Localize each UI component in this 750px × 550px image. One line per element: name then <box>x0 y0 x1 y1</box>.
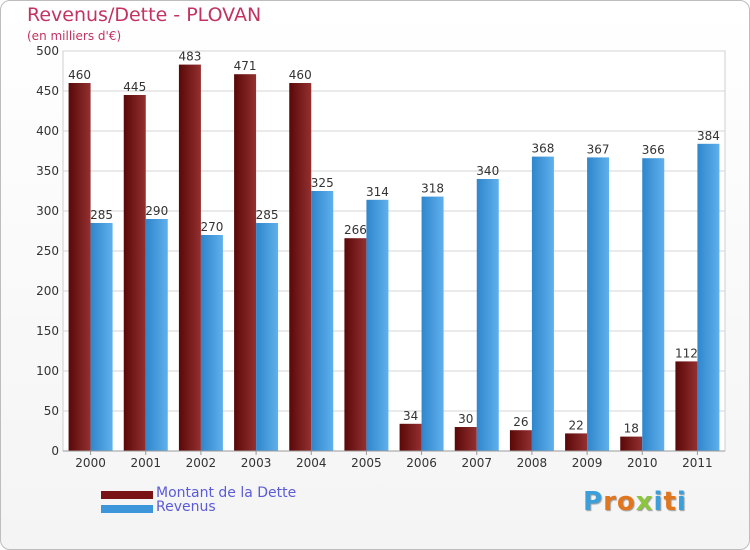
data-label-dette: 22 <box>568 418 583 432</box>
x-tick-label: 2008 <box>517 456 548 470</box>
data-label-dette: 445 <box>123 80 146 94</box>
bar-dette <box>565 433 588 451</box>
bar-dette <box>509 430 532 451</box>
data-label-dette: 460 <box>289 68 312 82</box>
x-tick-label: 2002 <box>186 456 217 470</box>
y-tick-label: 250 <box>36 244 59 258</box>
bar-revenus <box>256 223 279 451</box>
data-label-revenus: 285 <box>256 208 279 222</box>
data-label-revenus: 368 <box>531 142 554 156</box>
data-label-revenus: 318 <box>421 182 444 196</box>
bar-revenus <box>311 191 334 451</box>
data-label-revenus: 384 <box>697 129 720 143</box>
legend-label-revenus: Revenus <box>156 499 216 515</box>
logo-letter: t <box>663 487 677 517</box>
y-tick-label: 200 <box>36 284 59 298</box>
bar-dette <box>234 74 257 451</box>
logo-letter: r <box>603 487 617 517</box>
bar-revenus <box>421 196 444 451</box>
y-tick-label: 0 <box>51 444 59 458</box>
y-tick-label: 350 <box>36 164 59 178</box>
logo-letter: i <box>676 487 687 517</box>
bar-dette <box>123 95 146 451</box>
bar-dette <box>454 427 477 451</box>
x-tick-label: 2001 <box>130 456 161 470</box>
x-tick-label: 2006 <box>406 456 437 470</box>
bar-revenus <box>587 157 610 451</box>
legend-label-dette: Montant de la Dette <box>156 485 297 501</box>
data-label-dette: 18 <box>624 422 639 436</box>
data-label-dette: 30 <box>458 412 473 426</box>
bar-dette <box>68 83 91 451</box>
x-tick-label: 2009 <box>572 456 603 470</box>
logo-letter: x <box>635 487 654 517</box>
bar-revenus <box>476 179 499 451</box>
x-tick-label: 2007 <box>461 456 492 470</box>
data-label-revenus: 325 <box>311 176 334 190</box>
data-label-dette: 112 <box>675 346 698 360</box>
bar-revenus <box>145 219 168 451</box>
x-tick-label: 2011 <box>682 456 713 470</box>
chart-title: Revenus/Dette - PLOVAN <box>27 4 262 26</box>
y-tick-label: 450 <box>36 84 59 98</box>
logo-letter: o <box>616 487 636 517</box>
y-tick-label: 400 <box>36 124 59 138</box>
data-label-revenus: 285 <box>90 208 113 222</box>
bar-dette <box>289 83 312 451</box>
data-label-revenus: 366 <box>642 143 665 157</box>
data-label-revenus: 314 <box>366 185 389 199</box>
legend-swatch-revenus <box>101 505 153 513</box>
logo-letter: P <box>583 487 604 517</box>
data-label-revenus: 270 <box>200 220 223 234</box>
bar-revenus <box>366 199 389 451</box>
data-label-dette: 460 <box>68 68 91 82</box>
y-tick-label: 300 <box>36 204 59 218</box>
data-label-dette: 471 <box>234 59 257 73</box>
bar-dette <box>620 436 643 451</box>
x-tick-label: 2010 <box>627 456 658 470</box>
bar-revenus <box>90 223 113 451</box>
data-label-revenus: 290 <box>145 204 168 218</box>
x-tick-label: 2000 <box>75 456 106 470</box>
legend-swatch-dette <box>101 491 153 499</box>
bar-dette <box>344 238 367 451</box>
data-label-dette: 26 <box>513 415 528 429</box>
proxiti-logo: Proxiti <box>583 487 687 517</box>
data-label-dette: 34 <box>403 409 418 423</box>
y-tick-label: 150 <box>36 324 59 338</box>
data-label-dette: 483 <box>178 50 201 64</box>
bar-revenus <box>697 143 720 452</box>
data-label-revenus: 340 <box>476 164 499 178</box>
bar-dette <box>178 64 201 451</box>
x-tick-label: 2004 <box>296 456 327 470</box>
data-label-dette: 266 <box>344 223 367 237</box>
data-label-revenus: 367 <box>587 142 610 156</box>
bar-revenus <box>531 156 554 451</box>
y-tick-label: 500 <box>36 44 59 58</box>
y-tick-label: 50 <box>44 404 59 418</box>
y-tick-label: 100 <box>36 364 59 378</box>
x-tick-label: 2003 <box>241 456 272 470</box>
bar-dette <box>399 423 422 451</box>
x-tick-label: 2005 <box>351 456 382 470</box>
bar-dette <box>675 361 698 451</box>
bar-revenus <box>200 235 223 451</box>
bar-revenus <box>642 158 665 451</box>
chart-subtitle: (en milliers d'€) <box>27 29 122 43</box>
logo-letter: i <box>653 487 664 517</box>
